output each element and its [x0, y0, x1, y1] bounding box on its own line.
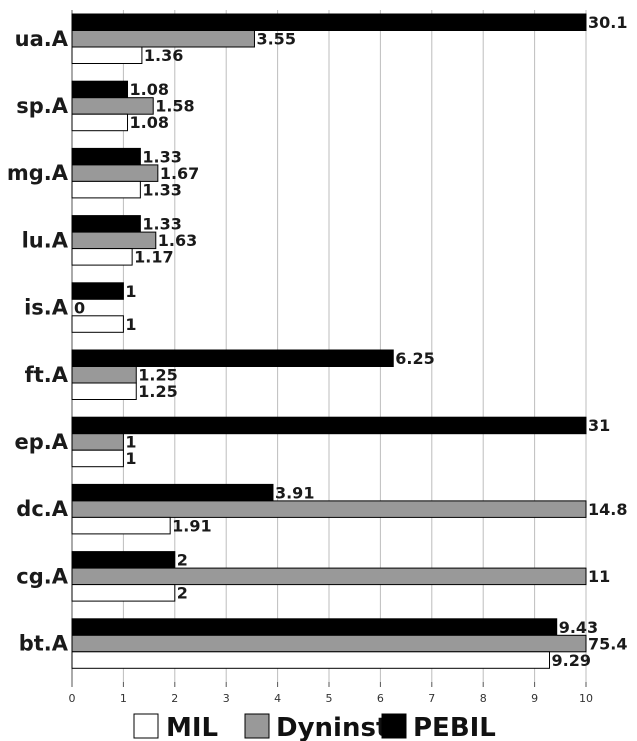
value-label-ua-A-pebil: 30.1 [588, 13, 627, 32]
bar-is-A-mil [71, 315, 124, 333]
bar-lu-A-pebil [71, 215, 141, 233]
value-label-cg-A-dyninst: 11 [588, 567, 610, 586]
value-label-lu-A-pebil: 1.33 [142, 215, 181, 234]
tick-label-1: 1 [120, 692, 127, 705]
bar-ep-A-pebil [71, 416, 587, 435]
category-label-lu-A: lu.A [22, 228, 69, 252]
value-label-bt-A-mil: 9.29 [552, 651, 591, 670]
bar-cg-A-pebil [71, 551, 176, 569]
value-label-is-A-mil: 1 [125, 315, 136, 334]
legend-swatch-dyninst [244, 713, 270, 739]
bar-ft-A-pebil [71, 349, 394, 367]
bar-bt-A-pebil [71, 618, 558, 636]
value-label-bt-A-pebil: 9.43 [559, 618, 598, 637]
value-label-cg-A-mil: 2 [177, 584, 188, 603]
bar-bt-A-dyninst [71, 634, 587, 653]
tick-label-0: 0 [69, 692, 76, 705]
value-label-ft-A-mil: 1.25 [138, 382, 177, 401]
value-label-bt-A-dyninst: 75.4 [588, 634, 627, 653]
value-label-ft-A-dyninst: 1.25 [138, 366, 177, 385]
bar-mg-A-mil [71, 180, 141, 199]
category-label-sp-A: sp.A [16, 94, 69, 118]
bar-bt-A-mil [71, 651, 551, 669]
value-label-is-A-dyninst: 0 [74, 298, 85, 317]
bar-ua-A-mil [71, 46, 143, 64]
value-label-ep-A-dyninst: 1 [125, 433, 136, 452]
bar-dc-A-mil [71, 516, 171, 535]
bar-ft-A-dyninst [71, 366, 137, 384]
value-label-is-A-pebil: 1 [125, 282, 136, 301]
legend-label-dyninst: Dyninst [276, 713, 388, 741]
bar-cg-A-dyninst [71, 567, 587, 586]
bar-sp-A-mil [71, 113, 129, 132]
value-label-sp-A-dyninst: 1.58 [155, 97, 194, 116]
bar-ep-A-dyninst [71, 433, 124, 451]
value-label-lu-A-dyninst: 1.63 [158, 231, 197, 250]
value-labels: 30.13.551.361.081.581.081.331.671.331.33… [74, 13, 627, 670]
tick-label-10: 10 [579, 692, 593, 705]
bar-mg-A-pebil [71, 147, 141, 166]
bar-lu-A-mil [71, 248, 133, 266]
tick-label-7: 7 [428, 692, 435, 705]
category-label-ep-A: ep.A [14, 430, 68, 454]
value-label-sp-A-mil: 1.08 [130, 113, 169, 132]
category-label-ua-A: ua.A [15, 27, 69, 51]
bar-dc-A-dyninst [71, 500, 587, 518]
value-label-dc-A-pebil: 3.91 [275, 483, 314, 502]
value-label-ft-A-pebil: 6.25 [395, 349, 434, 368]
bar-mg-A-dyninst [71, 164, 159, 182]
category-label-mg-A: mg.A [7, 161, 69, 185]
tick-label-2: 2 [171, 692, 178, 705]
category-label-is-A: is.A [24, 296, 69, 320]
bar-dc-A-pebil [71, 483, 274, 502]
legend-swatch-mil [133, 713, 159, 739]
tick-label-3: 3 [223, 692, 230, 705]
value-label-mg-A-mil: 1.33 [142, 180, 181, 199]
value-label-ep-A-pebil: 31 [588, 416, 610, 435]
category-label-ft-A: ft.A [25, 363, 69, 387]
bar-is-A-pebil [71, 282, 124, 300]
legend-label-mil: MIL [166, 713, 218, 741]
bar-ua-A-pebil [71, 13, 587, 31]
value-label-cg-A-pebil: 2 [177, 551, 188, 570]
value-label-ua-A-mil: 1.36 [144, 46, 183, 65]
bar-ua-A-dyninst [71, 30, 255, 48]
bar-sp-A-pebil [71, 80, 129, 99]
legend: MIL Dyninst PEBIL [133, 713, 496, 741]
legend-label-pebil: PEBIL [413, 713, 496, 741]
bar-lu-A-dyninst [71, 231, 157, 250]
bar-sp-A-dyninst [71, 97, 154, 115]
legend-swatch-pebil [381, 713, 407, 739]
bar-ep-A-mil [71, 449, 124, 468]
tick-label-5: 5 [326, 692, 333, 705]
tick-label-8: 8 [480, 692, 487, 705]
value-label-dc-A-dyninst: 14.8 [588, 500, 627, 519]
value-label-dc-A-mil: 1.91 [172, 516, 211, 535]
tick-label-6: 6 [377, 692, 384, 705]
value-label-sp-A-pebil: 1.08 [130, 80, 169, 99]
bar-ft-A-mil [71, 382, 137, 400]
x-axis-ticks: 0 1 2 3 4 5 6 7 8 9 10 [69, 682, 593, 705]
category-label-cg-A: cg.A [16, 564, 68, 588]
value-label-mg-A-dyninst: 1.67 [160, 164, 199, 183]
value-label-mg-A-pebil: 1.33 [142, 147, 181, 166]
category-label-bt-A: bt.A [19, 632, 69, 656]
tick-label-4: 4 [274, 692, 281, 705]
value-label-ep-A-mil: 1 [125, 449, 136, 468]
tick-label-9: 9 [531, 692, 538, 705]
value-label-ua-A-dyninst: 3.55 [256, 30, 295, 49]
category-label-dc-A: dc.A [16, 497, 68, 521]
value-label-lu-A-mil: 1.17 [134, 248, 173, 267]
bar-cg-A-mil [71, 584, 176, 602]
category-labels: ua.A sp.A mg.A lu.A is.A ft.A ep.A dc.A cg.A bt.A [7, 27, 69, 656]
bars [71, 13, 587, 669]
